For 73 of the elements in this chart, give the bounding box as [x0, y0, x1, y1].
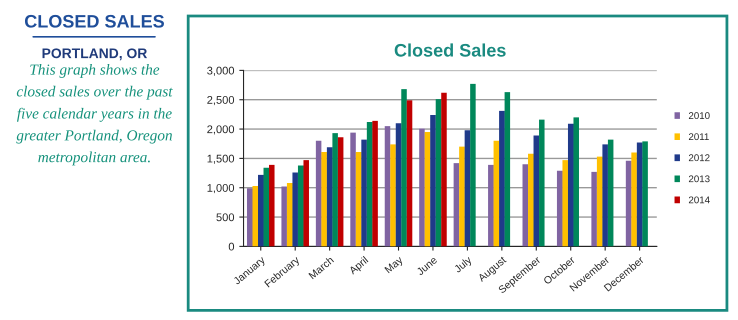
bar [436, 99, 442, 246]
bar [504, 92, 510, 246]
bar [591, 172, 597, 246]
bar [608, 140, 614, 246]
bar [258, 174, 264, 246]
bar [356, 152, 362, 246]
bar [602, 144, 608, 246]
bar [281, 186, 287, 246]
bar [556, 170, 562, 246]
bar [636, 142, 642, 246]
bar [470, 84, 476, 246]
bar [499, 110, 505, 246]
text: This graph shows the closed sales over the past five calendar years in the greater Portland, Oregon metropolitan area. [16, 64, 173, 166]
bar [573, 117, 579, 246]
bar [454, 163, 460, 246]
bar [286, 183, 292, 246]
x-tick-label: June [416, 256, 438, 276]
bar [338, 137, 344, 246]
bar [419, 128, 425, 246]
bar [642, 141, 648, 246]
y-tick-label: 1,500 [208, 154, 234, 164]
bar [246, 188, 252, 246]
bar [390, 144, 396, 246]
y-tick-label: 0 [228, 242, 234, 251]
y-tick-label: 1,000 [208, 184, 234, 194]
bar [321, 152, 327, 246]
bar [401, 89, 407, 246]
bar [494, 140, 500, 246]
y-tick-label: 500 [216, 213, 234, 222]
bar [626, 160, 632, 246]
bar [424, 132, 430, 246]
text: PORTLAND, OR [42, 48, 148, 60]
legend-label: 2013 [688, 175, 710, 182]
bar [568, 124, 574, 246]
bar [269, 164, 275, 246]
bar [459, 146, 465, 246]
legend-label: 2011 [688, 133, 709, 140]
bar [366, 122, 372, 246]
x-tick-label: July [453, 255, 474, 275]
bar [539, 120, 545, 246]
bar [631, 152, 637, 246]
bar [316, 140, 322, 246]
bar [264, 168, 270, 246]
bar [528, 154, 534, 246]
legend-label: 2014 [688, 196, 710, 204]
text: CLOSED SALES [24, 14, 164, 28]
bar [292, 172, 298, 246]
bar [396, 123, 402, 246]
bar [441, 92, 447, 246]
bar [534, 136, 540, 246]
bar [596, 156, 602, 246]
bar [298, 165, 304, 246]
y-tick-label: 2,500 [207, 96, 234, 106]
bar [488, 164, 494, 246]
bar [562, 160, 568, 246]
legend-label: 2012 [688, 154, 710, 162]
bar [361, 140, 367, 246]
bar [522, 164, 528, 246]
y-tick-label: 2,000 [207, 125, 234, 135]
bar [326, 147, 332, 246]
bar [303, 160, 309, 246]
bar [464, 130, 470, 246]
bar [430, 114, 436, 246]
bar [406, 100, 412, 246]
bar [384, 126, 390, 246]
bar [252, 186, 258, 246]
legend-label: 2010 [688, 112, 710, 120]
y-tick-label: 3,000 [207, 66, 234, 76]
bar [332, 133, 338, 246]
x-tick-label: May [384, 256, 405, 275]
bar [350, 132, 356, 246]
chart-title: Closed Sales [394, 43, 506, 57]
bar [372, 120, 378, 246]
